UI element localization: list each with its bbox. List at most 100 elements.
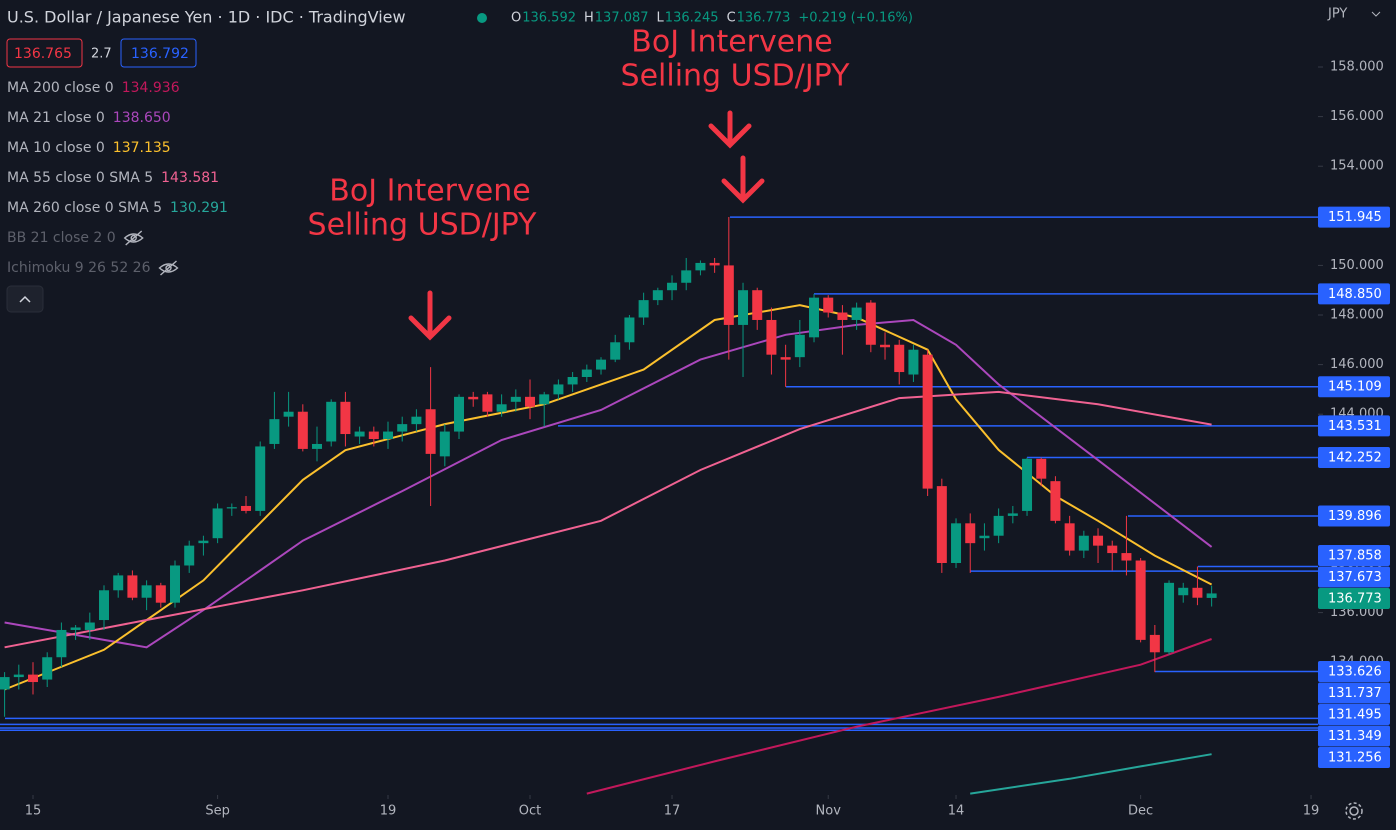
candle-body: [823, 297, 834, 313]
candle-body: [1050, 481, 1061, 521]
ohlc-label: H: [584, 11, 594, 26]
candle-body: [965, 523, 976, 544]
bid-box[interactable]: [6, 38, 83, 68]
pupil: [130, 234, 137, 242]
y-tick-label: 156.000: [1330, 109, 1384, 124]
ohlc-label: L: [657, 11, 665, 26]
price-tag-label: 131.495: [1328, 707, 1382, 722]
candle-body: [865, 302, 876, 345]
ask-box[interactable]: [120, 38, 197, 68]
slash: [160, 260, 177, 276]
candle-body: [752, 290, 763, 320]
candle-body: [794, 334, 805, 358]
hide-icon[interactable]: [123, 230, 144, 246]
legend-value: 137.135: [113, 140, 171, 156]
candle-body: [198, 540, 209, 544]
price-tag: [1318, 746, 1390, 768]
candle-body: [411, 416, 422, 425]
candle-body: [1064, 523, 1075, 551]
candle-body: [482, 394, 493, 412]
settings-icon[interactable]: [1345, 802, 1363, 820]
candle-body: [780, 357, 791, 360]
candle-body: [1036, 458, 1047, 479]
candle-body: [0, 677, 10, 690]
candle-body: [1093, 535, 1104, 546]
candle-body: [1078, 535, 1089, 551]
candle-body: [1135, 560, 1146, 640]
price-tag: [1318, 545, 1390, 567]
candle-body: [695, 262, 706, 271]
candle-body: [155, 585, 166, 603]
ma-line: [970, 753, 1212, 795]
price-tag-label: 143.531: [1328, 419, 1382, 434]
candle-body: [581, 369, 592, 378]
x-tick-label: 15: [25, 804, 42, 819]
legend-name: MA 55 close 0 SMA 5: [7, 170, 153, 186]
candle-body: [13, 674, 24, 678]
symbol-title: U.S. Dollar / Japanese Yen · 1D · IDC · …: [7, 8, 406, 27]
candle-body: [28, 674, 39, 683]
candle-body: [1107, 545, 1118, 554]
price-tag-label: 142.252: [1328, 451, 1382, 466]
price-tag-label: 151.945: [1328, 210, 1382, 225]
x-tick-label: 17: [664, 804, 681, 819]
candle-body: [383, 431, 394, 440]
candle-body: [936, 486, 947, 563]
candle-body: [1022, 458, 1033, 511]
price-tag: [1318, 505, 1390, 527]
price-tag: [1318, 682, 1390, 704]
price-tag: [1318, 588, 1390, 610]
candle-body: [297, 411, 308, 449]
candle-body: [638, 300, 649, 318]
annotation: Selling USD/JPY: [621, 59, 851, 94]
candle-body: [652, 290, 663, 301]
y-tick-label: 158.000: [1330, 60, 1384, 75]
candle-body: [368, 431, 379, 440]
candle-body: [510, 396, 521, 402]
annotation: Selling USD/JPY: [308, 208, 538, 243]
price-tag: [1318, 206, 1390, 228]
x-tick-label: Nov: [816, 804, 842, 819]
candle-body: [738, 290, 749, 325]
candle-body: [880, 344, 891, 348]
hide-icon[interactable]: [158, 260, 179, 276]
candle-body: [894, 344, 905, 373]
bid: 136.765: [14, 46, 72, 62]
candle-body: [184, 545, 195, 566]
legend-name: MA 260 close 0 SMA 5: [7, 200, 162, 216]
price-tag-label: 131.349: [1328, 729, 1382, 744]
ohlc-value: 137.087: [595, 11, 649, 26]
candle-body: [539, 394, 550, 405]
legend-value: 138.650: [113, 110, 171, 126]
legend-name: MA 21 close 0: [7, 110, 105, 126]
currency[interactable]: JPY: [1327, 7, 1347, 22]
legend-hidden: BB 21 close 2 0: [7, 230, 116, 246]
candle-body: [84, 622, 95, 630]
candle-body: [113, 575, 124, 591]
candle-body: [993, 515, 1004, 536]
price-tag-label: 137.673: [1328, 570, 1382, 585]
price-tag: [1318, 376, 1390, 398]
price-tag: [1318, 660, 1390, 682]
x-tick-label: 19: [380, 804, 397, 819]
candle-body: [837, 312, 848, 320]
annotation: BoJ Intervene: [329, 174, 530, 209]
collapse-button[interactable]: [6, 285, 44, 313]
candle-body: [269, 419, 280, 444]
candle-body: [1149, 634, 1160, 653]
change: +0.219 (+0.16%): [798, 11, 913, 26]
candle-body: [340, 401, 351, 435]
candle-body: [922, 354, 933, 489]
price-tag: [1318, 725, 1390, 747]
candle-body: [170, 565, 181, 603]
ohlc-value: 136.245: [665, 11, 719, 26]
ma-line: [586, 638, 1212, 795]
pupil: [165, 264, 172, 272]
candle-body: [667, 282, 678, 291]
candle-body: [141, 585, 152, 598]
candle-body: [56, 629, 67, 658]
candle-body: [226, 507, 237, 509]
candle-body: [354, 431, 365, 437]
price-tag: [1318, 415, 1390, 437]
